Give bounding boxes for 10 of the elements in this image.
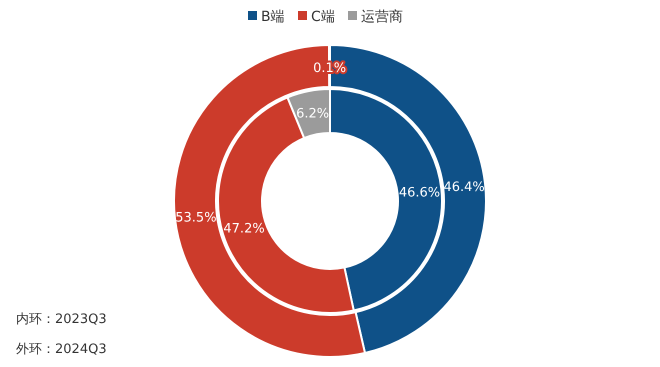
legend-label: C端 bbox=[311, 9, 335, 25]
data-label: 47.2% bbox=[223, 222, 265, 237]
data-label: 6.2% bbox=[296, 106, 330, 122]
data-label: 53.5% bbox=[175, 210, 217, 226]
legend-label: B端 bbox=[261, 9, 285, 25]
text: 内环：2023Q3 bbox=[16, 312, 107, 327]
data-label: 46.4% bbox=[443, 180, 485, 195]
legend-label: 运营商 bbox=[361, 9, 403, 25]
data-label: 46.6% bbox=[398, 185, 440, 200]
text: 外环：2024Q3 bbox=[16, 342, 107, 357]
